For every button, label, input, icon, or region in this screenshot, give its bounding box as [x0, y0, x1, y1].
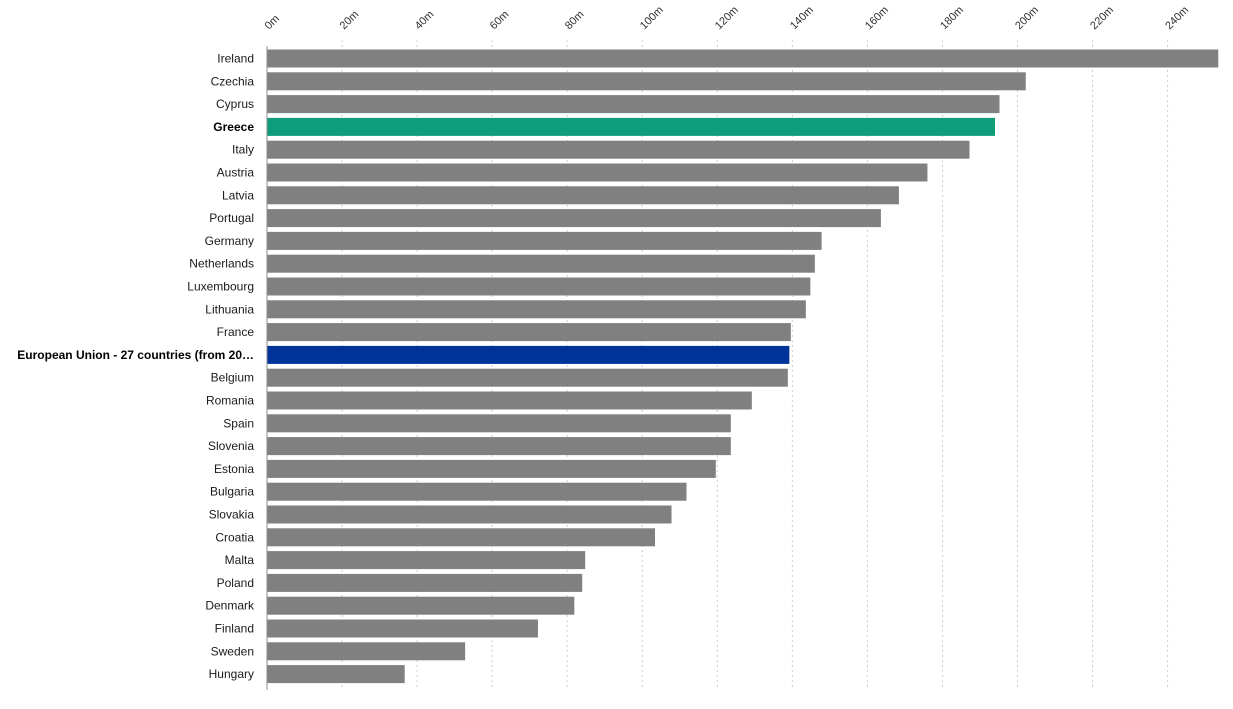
x-tick-label: 80m: [563, 8, 587, 32]
x-tick-label: 180m: [938, 4, 966, 32]
category-label: Sweden: [211, 644, 254, 658]
x-tick-label: 100m: [638, 4, 666, 32]
category-label: Italy: [232, 143, 254, 157]
bar-ireland: [267, 49, 1219, 68]
category-label: Slovakia: [209, 508, 255, 522]
category-label: Spain: [223, 416, 254, 430]
category-label: Estonia: [214, 462, 254, 476]
bar-portugal: [267, 209, 881, 228]
category-label: Poland: [217, 576, 254, 590]
category-label: Luxembourg: [187, 280, 254, 294]
category-label: Belgium: [211, 371, 254, 385]
bar-greece: [267, 117, 995, 136]
category-label: France: [217, 325, 255, 339]
x-tick-label: 160m: [863, 4, 891, 32]
x-tick-label: 220m: [1088, 4, 1116, 32]
bar-croatia: [267, 528, 656, 547]
bar-sweden: [267, 642, 466, 661]
bar-austria: [267, 163, 928, 182]
category-label: Lithuania: [205, 302, 254, 316]
category-label: Romania: [206, 394, 254, 408]
category-label: Slovenia: [208, 439, 254, 453]
bar-slovakia: [267, 505, 672, 524]
category-label: Bulgaria: [210, 485, 254, 499]
category-label: Malta: [225, 553, 255, 567]
x-tick-label: 240m: [1163, 4, 1191, 32]
bar-cyprus: [267, 95, 1000, 114]
bar-denmark: [267, 596, 575, 615]
bar-france: [267, 323, 791, 342]
category-label: Hungary: [209, 667, 254, 681]
bar-lithuania: [267, 300, 806, 319]
category-label: Latvia: [222, 188, 254, 202]
bar-hungary: [267, 665, 405, 684]
category-label: Netherlands: [189, 257, 254, 271]
bar-belgium: [267, 368, 788, 387]
category-label: Croatia: [215, 530, 254, 544]
bar-slovenia: [267, 437, 731, 456]
category-label: Austria: [217, 166, 255, 180]
x-tick-label: 60m: [488, 8, 512, 32]
bar-european-union-27-countries-from-20: [267, 345, 790, 364]
bar-bulgaria: [267, 482, 687, 501]
gridlines: [341, 40, 1169, 690]
bar-malta: [267, 551, 586, 570]
bar-spain: [267, 414, 731, 433]
x-axis-ticks: 0m 20m 40m 60m 80m 100m 120m 140m 160m 180m 200m 22…: [263, 4, 1192, 32]
bar-italy: [267, 140, 970, 159]
category-labels: Ireland Czechia Cyprus Greece Italy Austria La…: [17, 52, 255, 682]
bar-estonia: [267, 459, 716, 478]
category-label: Germany: [205, 234, 254, 248]
category-label: Denmark: [205, 599, 255, 613]
bar-luxembourg: [267, 277, 811, 296]
category-label: European Union - 27 countries (from 20…: [17, 348, 254, 362]
bar-romania: [267, 391, 752, 410]
category-label: Cyprus: [216, 97, 254, 111]
category-label: Finland: [215, 622, 254, 636]
category-label: Ireland: [217, 52, 254, 66]
x-tick-label: 40m: [413, 8, 437, 32]
bar-poland: [267, 573, 583, 592]
x-tick-label: 140m: [788, 4, 816, 32]
category-label: Greece: [213, 120, 254, 134]
bars: [267, 49, 1219, 684]
bar-netherlands: [267, 254, 815, 273]
x-tick-label: 120m: [713, 4, 741, 32]
x-tick-label: 0m: [263, 13, 282, 32]
bar-finland: [267, 619, 538, 638]
x-tick-label: 20m: [338, 8, 362, 32]
bar-latvia: [267, 186, 899, 205]
x-tick-label: 200m: [1013, 4, 1041, 32]
bar-czechia: [267, 72, 1026, 91]
category-label: Czechia: [211, 74, 255, 88]
bar-germany: [267, 231, 822, 250]
category-label: Portugal: [209, 211, 254, 225]
